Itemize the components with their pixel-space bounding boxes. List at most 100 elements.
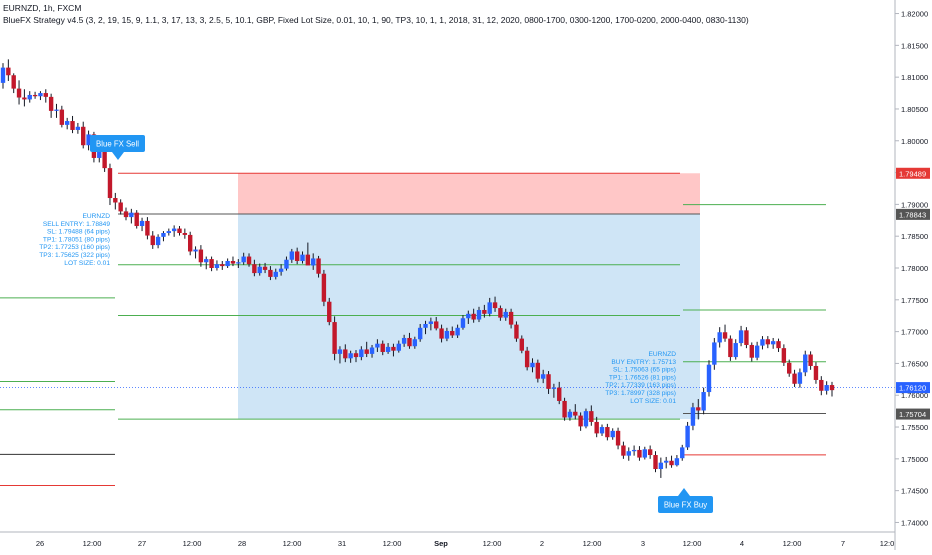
candle-body	[113, 198, 118, 203]
candle-body	[583, 411, 589, 427]
price-tick-label: 1.80500	[901, 105, 928, 114]
candle-body	[278, 268, 284, 272]
time-tick-label: 12:00	[183, 539, 202, 548]
candle-body	[482, 309, 487, 314]
candle	[444, 327, 450, 342]
candle	[733, 339, 738, 360]
callout-box	[90, 135, 145, 152]
candle	[107, 163, 113, 206]
candle	[337, 346, 343, 364]
candle-body	[305, 254, 311, 266]
candle	[680, 444, 685, 461]
candle-body	[813, 365, 819, 380]
candle-body	[738, 330, 744, 344]
candle-body	[107, 168, 113, 199]
candle-body	[273, 271, 278, 277]
candle	[808, 351, 813, 370]
candle-body	[123, 211, 129, 218]
candle-body	[722, 332, 728, 339]
candle-body	[540, 374, 546, 379]
candle	[204, 256, 209, 270]
candle	[236, 259, 241, 268]
candle-body	[359, 349, 364, 358]
candle-body	[22, 97, 27, 100]
price-marker	[896, 408, 930, 420]
candle-body	[407, 337, 412, 347]
candle-body	[118, 202, 123, 212]
candle	[241, 252, 246, 265]
candle-body	[353, 353, 359, 358]
candle-body	[139, 220, 145, 227]
candle	[728, 335, 733, 361]
candle	[332, 316, 337, 361]
time-tick-label: 12:00	[283, 539, 302, 548]
candle	[744, 327, 749, 349]
price-marker	[896, 208, 930, 220]
candle	[567, 409, 573, 421]
signal-info-line: TP1: 1.78051 (80 pips)	[43, 236, 110, 243]
price-marker-label: 1.76120	[899, 384, 926, 393]
candle	[123, 207, 129, 221]
candle-body	[781, 348, 787, 363]
candle-body	[54, 109, 59, 111]
candle	[813, 362, 819, 384]
candle	[278, 264, 284, 276]
candle-body	[546, 374, 551, 389]
candle	[466, 310, 471, 324]
candle-body	[428, 321, 434, 324]
candle	[268, 266, 273, 281]
candle-body	[519, 338, 524, 351]
time-axis: 26 12:00 27 12:00 28 12:00 31 12:00 Sep 12:00 2 12:…	[0, 531, 895, 548]
time-tick-label: Sep	[434, 539, 448, 548]
price-tick-label: 1.82000	[901, 10, 928, 19]
candle-body	[300, 254, 305, 262]
callout-pointer	[678, 488, 690, 496]
candle-body	[11, 75, 16, 89]
candle-body	[567, 411, 573, 418]
candle-body	[589, 411, 594, 422]
price-tick-label: 1.77500	[901, 296, 928, 305]
candle-body	[75, 126, 81, 130]
time-tick-label: 31	[338, 539, 346, 548]
candle	[187, 231, 193, 256]
signal-info-line: TP2: 1.77339 (163 pips)	[605, 382, 676, 389]
candle	[487, 297, 492, 317]
candle-body	[647, 449, 653, 456]
candle-body	[444, 330, 450, 339]
candle	[75, 122, 81, 134]
candle	[583, 408, 589, 429]
candle	[626, 447, 631, 461]
candle-body	[86, 134, 91, 146]
candle	[161, 231, 166, 242]
candle-body	[674, 458, 680, 466]
candle	[22, 89, 27, 107]
candle-body	[498, 308, 503, 318]
price-tick-label: 1.74500	[901, 487, 928, 496]
candle-body	[294, 251, 300, 262]
candle-body	[530, 362, 535, 368]
candle	[0, 63, 6, 89]
signal-info-line: TP3: 1.75625 (322 pips)	[39, 252, 110, 259]
candle-body	[166, 231, 171, 234]
candle-body	[70, 121, 75, 130]
candle	[375, 339, 380, 352]
candle	[145, 217, 150, 240]
candle	[519, 335, 524, 354]
candle-body	[0, 67, 6, 83]
candle	[32, 91, 38, 99]
candle-body	[605, 427, 610, 438]
price-tick-label: 1.76500	[901, 359, 928, 368]
time-tick-label: 7	[841, 539, 845, 548]
candle-body	[765, 339, 771, 345]
time-tick-label: 27	[138, 539, 146, 548]
candle-body	[423, 323, 428, 328]
candle	[230, 256, 236, 267]
candle	[214, 260, 220, 271]
candle-body	[573, 411, 578, 416]
candle-body	[225, 261, 230, 267]
price-tick-label: 1.75000	[901, 455, 928, 464]
candle-body	[626, 451, 631, 456]
candle-body	[696, 407, 701, 411]
candle	[54, 103, 59, 118]
